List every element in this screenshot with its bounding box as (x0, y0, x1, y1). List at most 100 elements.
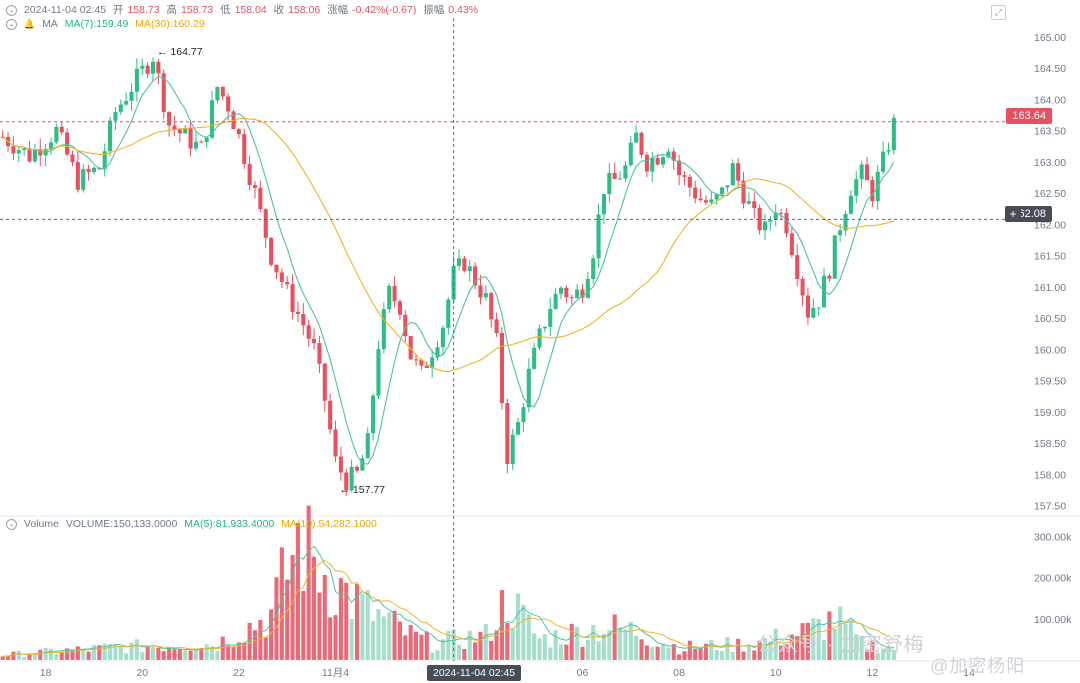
candle-body (634, 132, 639, 143)
volume-bar (134, 639, 139, 660)
volume-bar (290, 555, 295, 660)
volume-bar (252, 630, 258, 660)
candle-body (193, 141, 198, 149)
expand-icon[interactable]: ⤢ (991, 5, 1006, 20)
candle-body (478, 285, 483, 298)
chevron-down-icon[interactable]: ⌄ (6, 518, 17, 530)
volume-bar (757, 640, 762, 660)
volume-label[interactable]: Volume (23, 518, 59, 530)
add-alert-icon[interactable]: + (1005, 206, 1021, 222)
volume-bar (891, 649, 896, 660)
chevron-down-icon[interactable]: ⌄ (6, 18, 17, 30)
volume-bar (322, 575, 327, 660)
volume-tick-label: 200.00k (1034, 573, 1072, 585)
candle-body (650, 157, 655, 172)
candle-body (59, 126, 64, 133)
volume-bar (387, 612, 392, 660)
volume-bar (70, 649, 75, 660)
volume-tick-label: 100.00k (1034, 614, 1072, 626)
volume-bar (27, 654, 32, 660)
candle-body (537, 328, 542, 348)
chevron-down-icon[interactable]: ⌄ (6, 4, 17, 16)
volume-bar (446, 631, 451, 660)
candle-body (134, 68, 139, 92)
price-tick-label: 158.00 (1034, 469, 1066, 481)
volume-bar (634, 635, 639, 660)
candle-body (870, 180, 875, 202)
volume-bar (408, 625, 413, 660)
candle-body (54, 126, 59, 143)
candle-body (526, 368, 531, 408)
volume-bar (687, 640, 692, 660)
candle-body (709, 199, 714, 203)
price-tick-label: 160.50 (1034, 313, 1066, 325)
candle-body (156, 61, 161, 74)
candle-body (333, 429, 338, 457)
volume-bar (677, 654, 682, 660)
volume-bar (365, 590, 370, 660)
volume-bar (312, 556, 317, 660)
candle-body (677, 160, 682, 176)
volume-bar (328, 617, 333, 660)
candle-body (666, 151, 671, 158)
candle-body (456, 258, 462, 266)
candle-body (150, 61, 156, 74)
candle-body (612, 172, 617, 180)
ma-label[interactable]: MA (42, 18, 58, 30)
volume-bar (6, 655, 11, 660)
volume-bar (354, 583, 360, 660)
bell-icon[interactable]: 🔔 (23, 18, 36, 29)
candle-body (435, 347, 440, 358)
candle-body (859, 164, 864, 180)
candle-body (618, 178, 623, 180)
candle-body (290, 284, 295, 312)
candle-body (258, 187, 263, 210)
extreme-price-label: ← 157.77 (340, 484, 386, 496)
candle-body (811, 307, 816, 318)
candle-body (360, 458, 365, 471)
price-tick-label: 163.50 (1034, 126, 1066, 138)
candle-body (183, 128, 188, 134)
candle-body (81, 169, 86, 190)
volume-bar (564, 644, 569, 660)
candle-body (376, 349, 381, 396)
volume-bar (499, 590, 504, 660)
candle-body (381, 309, 386, 350)
time-tick-label: 06 (577, 667, 589, 679)
volume-bar (419, 634, 424, 660)
candle-body (215, 86, 220, 101)
candle-body (693, 187, 698, 199)
volume-bar (483, 623, 488, 660)
volume-bar (628, 621, 633, 660)
volume-bar (773, 628, 778, 660)
price-tick-label: 159.50 (1034, 376, 1066, 388)
volume-bar (301, 590, 306, 660)
candle-body (843, 213, 848, 231)
volume-bar (591, 624, 596, 660)
volume-bar (285, 579, 290, 660)
candle-body (220, 86, 225, 97)
candle-body (242, 134, 247, 165)
candle-body (521, 407, 526, 423)
price-tick-label: 163.00 (1034, 157, 1066, 169)
candle-body (424, 365, 429, 368)
volume-bar (247, 622, 252, 660)
volume-bar (730, 651, 735, 660)
candle-body (585, 278, 590, 298)
candle-body (365, 433, 370, 459)
candle-body (607, 172, 612, 195)
time-tick-label: 12 (867, 667, 879, 679)
volume-bar (43, 647, 48, 660)
volume-bar (150, 646, 156, 660)
candle-body (397, 301, 402, 315)
candle-body (75, 162, 80, 190)
volume-bar (360, 593, 365, 660)
volume-bar (505, 623, 510, 660)
candle-body (682, 175, 687, 177)
volume-bar (91, 644, 96, 660)
candle-body (317, 343, 322, 364)
candle-body (730, 163, 735, 186)
candle-body (301, 314, 306, 326)
candle-body (580, 289, 585, 298)
